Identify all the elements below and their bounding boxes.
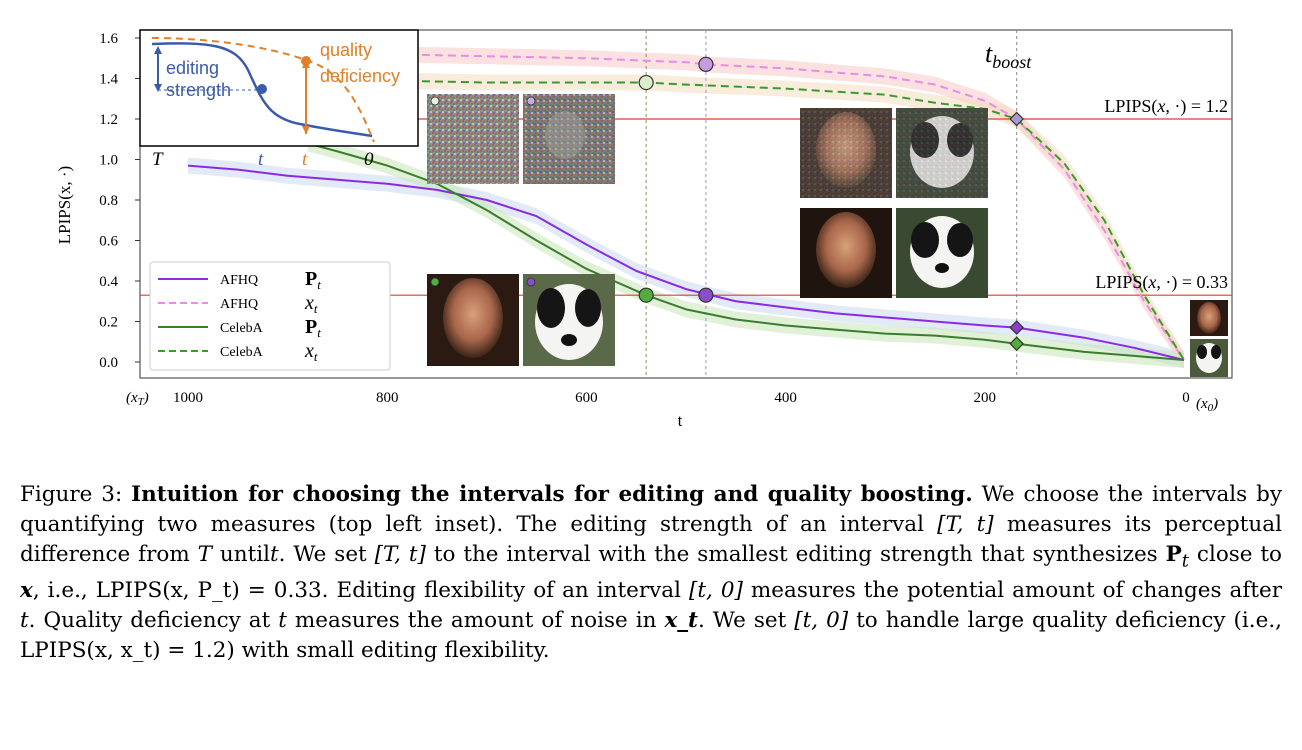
inset-axis-t-blue: t — [258, 149, 264, 170]
edited-images — [427, 274, 615, 366]
y-tick-label: 0.0 — [99, 355, 118, 371]
threshold-label-high: LPIPS(x, ·) = 1.2 — [1104, 96, 1228, 117]
legend-entry-celeba-xt: CelebA — [220, 345, 264, 360]
x-tick-label: 200 — [974, 390, 997, 406]
lpips-figure: 0.0 0.2 0.4 0.6 0.8 1.0 1.2 1.4 1.6 1000 800 600 40… — [55, 29, 1233, 430]
plot-frame — [139, 29, 1233, 379]
x-tick-label: 400 — [774, 390, 797, 406]
inset-deficiency-label: deficiency — [320, 66, 400, 86]
data-point-marker — [638, 74, 654, 91]
source-images — [1190, 300, 1228, 377]
legend-entry-afhq-xt: AFHQ — [220, 297, 258, 312]
inset-quality-label: quality — [320, 40, 372, 60]
series-line — [187, 73, 1185, 361]
y-tick-label: 1.4 — [99, 72, 118, 88]
noisy-face-image — [427, 94, 519, 184]
y-axis-label: LPIPS(x, ·) — [55, 166, 74, 244]
x-axis-label: t — [678, 411, 683, 430]
caption-prefix: Figure 3: — [20, 482, 123, 507]
x-start-note: (xT) — [126, 390, 149, 408]
legend-symbol-pt-1: Pt — [305, 268, 321, 292]
inset-editing-curve — [151, 42, 373, 138]
x-tick-label: 0 — [1182, 390, 1190, 406]
y-tick-label: 1.0 — [99, 153, 118, 169]
legend-entry-celeba-pt: CelebA — [220, 321, 264, 336]
y-tick-label: 0.2 — [99, 315, 118, 331]
y-tick-label: 0.6 — [99, 234, 118, 250]
data-markers — [638, 56, 1025, 352]
series-line — [187, 47, 1185, 361]
x-end-note: (x0) — [1196, 396, 1218, 414]
threshold-label-low: LPIPS(x, ·) = 0.33 — [1095, 272, 1228, 293]
series-band — [188, 157, 1184, 368]
chart-legend: AFHQ AFHQ CelebA CelebA Pt xt Pt xt — [149, 261, 391, 371]
inset-editing-label: editing — [166, 58, 219, 78]
inset-diagram: editing strength quality deficiency T t … — [139, 29, 419, 170]
x-tick-label: 800 — [376, 390, 399, 406]
legend-entry-afhq-pt: AFHQ — [220, 273, 258, 288]
x-tick-label: 600 — [575, 390, 598, 406]
caption-title: Intuition for choosing the intervals for… — [131, 482, 973, 507]
x-tick-label: 1000 — [173, 390, 203, 406]
data-point-marker — [638, 287, 654, 303]
data-point-marker — [698, 287, 714, 303]
figure-caption: Figure 3: Intuition for choosing the int… — [20, 482, 1283, 664]
data-point-marker — [1009, 336, 1025, 352]
series-line — [187, 164, 1185, 361]
y-ticks: 0.0 0.2 0.4 0.6 0.8 1.0 1.2 1.4 1.6 — [99, 31, 140, 371]
noisy-images — [427, 94, 615, 184]
lpips-chart: 0.0 0.2 0.4 0.6 0.8 1.0 1.2 1.4 1.6 1000 800 600 40… — [55, 29, 1233, 430]
inset-axis-T: T — [152, 149, 164, 170]
x-ticks: 1000 800 600 400 200 0 — [173, 390, 1190, 406]
t-boost-label: tboost — [985, 39, 1032, 72]
y-tick-label: 1.2 — [99, 112, 118, 128]
data-point-marker — [1009, 111, 1025, 127]
legend-symbol-pt-2: Pt — [305, 316, 321, 340]
y-tick-label: 0.8 — [99, 193, 118, 209]
boost-images — [800, 108, 988, 298]
data-point-marker — [698, 56, 714, 72]
inset-strength-label: strength — [166, 80, 231, 100]
y-tick-label: 0.4 — [99, 274, 118, 290]
data-point-marker — [1009, 320, 1025, 335]
vertical-markers — [645, 30, 1018, 378]
y-tick-label: 1.6 — [99, 31, 118, 47]
inset-axis-zero: 0 — [364, 149, 374, 170]
inset-axis-t-orange: t — [302, 149, 308, 170]
